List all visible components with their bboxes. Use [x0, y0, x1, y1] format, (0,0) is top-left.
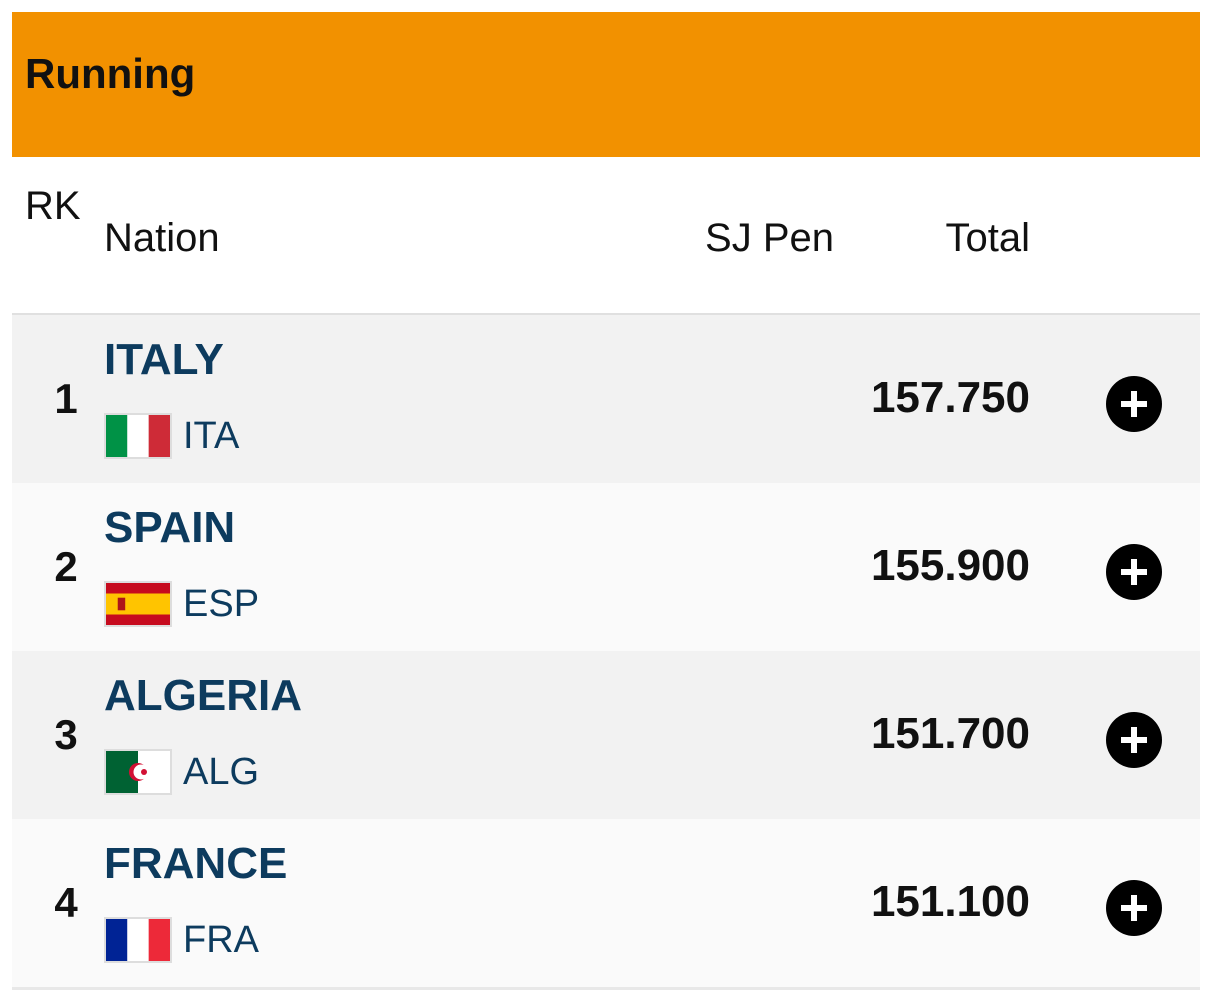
total: 151.100: [870, 877, 1030, 926]
table-row: 4 FRANCE FRA 151.100: [12, 819, 1200, 987]
header-bar: [12, 12, 1200, 157]
expand-button[interactable]: [1105, 375, 1163, 433]
divider: [12, 313, 1200, 315]
expand-button[interactable]: [1105, 879, 1163, 937]
rank: 3: [54, 711, 78, 758]
divider: [12, 987, 1200, 990]
total: 151.700: [870, 709, 1030, 758]
table-row: 1 ITALY ITA 157.750: [12, 315, 1200, 483]
column-header: Total: [945, 216, 1031, 260]
nation-name: ALGERIA: [104, 671, 302, 720]
table-row: 3 ALGERIA ALG 151.700: [12, 651, 1200, 819]
flag: [104, 581, 172, 627]
nation-code: FRA: [183, 919, 259, 961]
title: Running: [25, 50, 196, 97]
expand-button[interactable]: [1105, 543, 1163, 601]
column-header: Nation: [104, 216, 220, 260]
nation-code: ESP: [183, 583, 260, 625]
rank: 2: [54, 543, 78, 590]
column-header: RK: [25, 184, 81, 228]
expand-button[interactable]: [1105, 711, 1163, 769]
flag: [104, 413, 172, 459]
flag: [104, 749, 172, 795]
nation-code: ALG: [183, 751, 260, 793]
nation-code: ITA: [183, 415, 240, 457]
total: 157.750: [870, 373, 1030, 422]
nation-name: FRANCE: [104, 839, 288, 888]
nation-name: ITALY: [104, 335, 224, 384]
table-row: 2 SPAIN ESP 155.900: [12, 483, 1200, 651]
rank: 1: [54, 375, 78, 422]
total: 155.900: [870, 541, 1030, 590]
nation-name: SPAIN: [104, 503, 236, 552]
flag: [104, 917, 172, 963]
column-header: SJ Pen: [705, 216, 834, 260]
rank: 4: [54, 879, 78, 926]
